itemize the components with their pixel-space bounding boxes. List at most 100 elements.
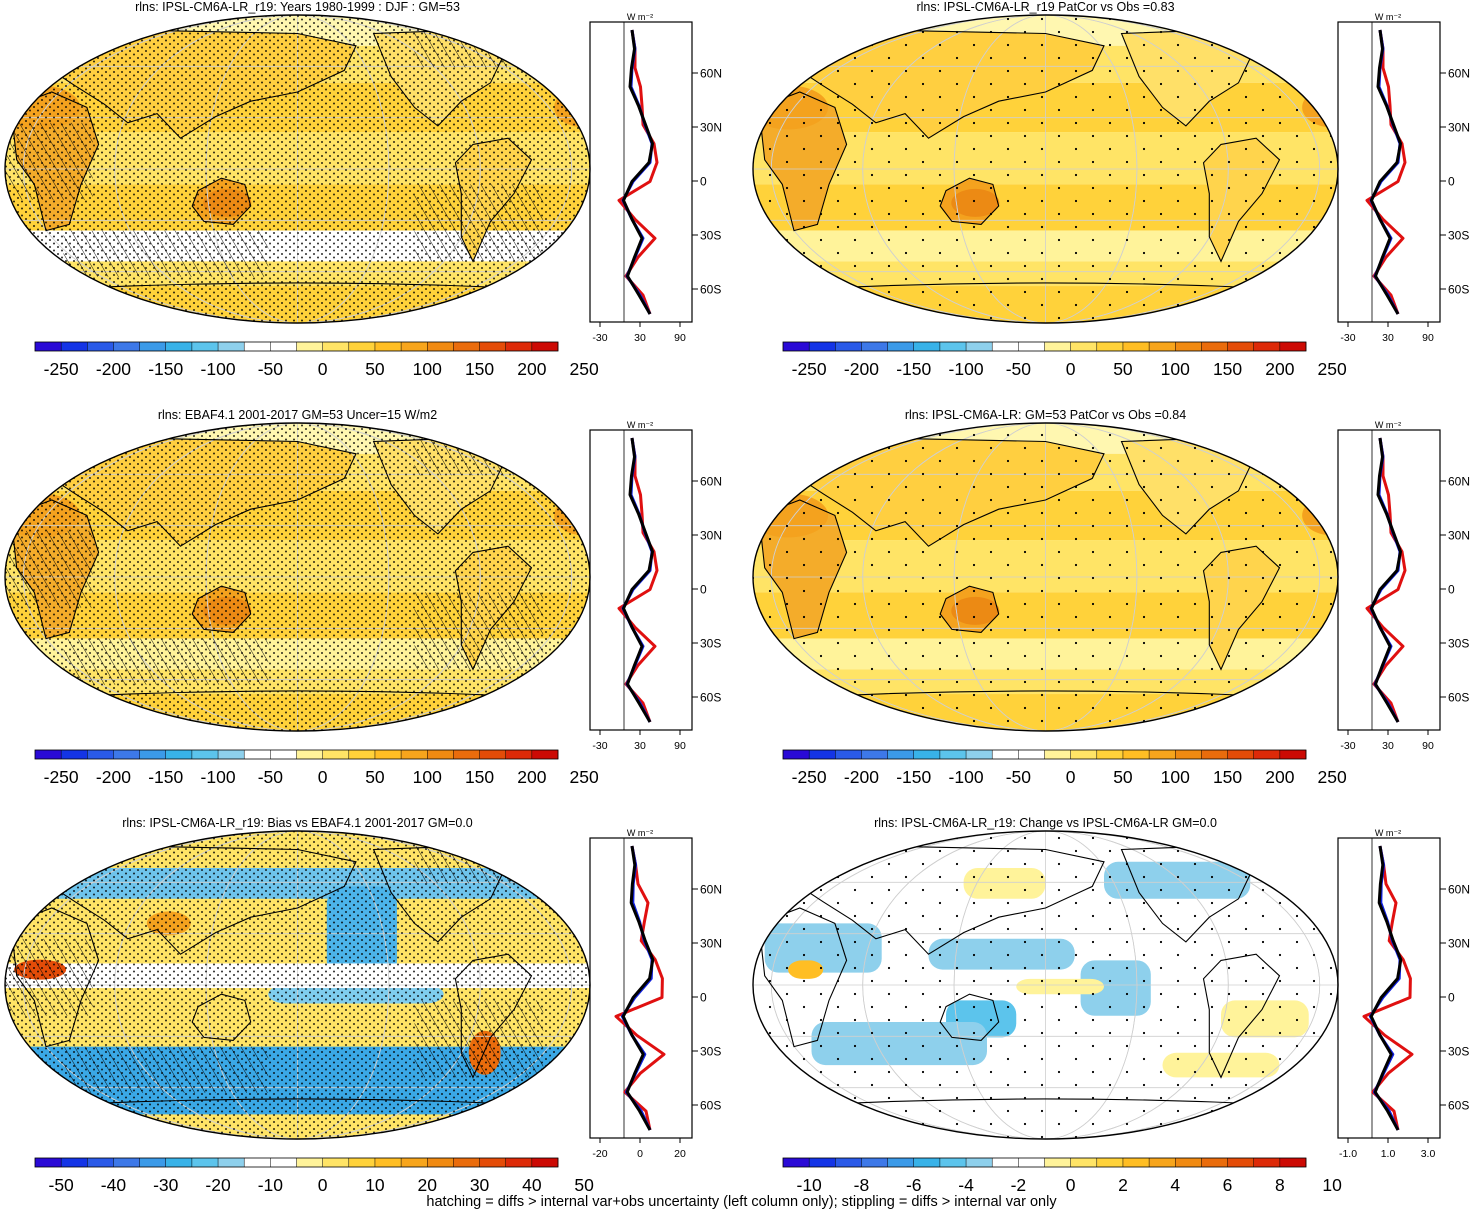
colorbar-tick-label: 50 <box>365 767 385 787</box>
colorbar-tick-label: 10 <box>365 1175 385 1195</box>
profile-tick-label: 20 <box>674 1148 686 1160</box>
colorbar-swatch <box>1122 342 1150 351</box>
profile-frame <box>1337 837 1441 1139</box>
colorbar-tick-label: -10 <box>797 1175 823 1195</box>
colorbar-swatch <box>1227 750 1254 759</box>
colorbar-swatch <box>992 1158 1019 1167</box>
colorbar-tick-label: 150 <box>1213 359 1242 379</box>
profile-tick-label: 30 <box>1382 740 1394 752</box>
colorbar-swatch <box>1070 1158 1098 1167</box>
colorbar-swatch <box>374 1158 402 1167</box>
colorbar-swatch <box>835 342 862 351</box>
colorbar-tick-label: -50 <box>258 359 284 379</box>
colorbar-swatch <box>165 1158 193 1167</box>
latitude-tick-label: 60N <box>700 475 722 489</box>
profile-unit-label: W m⁻² <box>1375 828 1401 838</box>
profile-tick-label: -20 <box>592 1148 607 1160</box>
latitude-tick-label: 0 <box>700 583 707 597</box>
colorbar-swatch <box>1253 1158 1281 1167</box>
colorbar-swatch <box>531 750 559 759</box>
colorbar-swatch <box>1201 342 1228 351</box>
colorbar-swatch <box>218 750 245 759</box>
colorbar-swatch <box>835 750 862 759</box>
profile-curve <box>621 845 655 1131</box>
colorbar-tick-label: -100 <box>949 767 984 787</box>
colorbar-tick-label: 0 <box>1066 359 1076 379</box>
colorbar-swatch <box>427 750 454 759</box>
colorbar-tick-label: 6 <box>1223 1175 1233 1195</box>
latitude-tick-label: 30N <box>700 937 722 951</box>
colorbar-tick-label: 250 <box>1318 359 1347 379</box>
latitude-tick-label: 60S <box>1448 283 1469 297</box>
colorbar-tick-label: 200 <box>1265 359 1294 379</box>
colorbar-swatch <box>1253 342 1281 351</box>
colorbar-tick-label: 50 <box>1113 359 1133 379</box>
colorbar-swatch <box>913 1158 941 1167</box>
latitude-tick-label: 60N <box>1448 475 1470 489</box>
profile-curve <box>1365 29 1407 315</box>
latitude-tick-label: 0 <box>700 991 707 1005</box>
profile-tick-label: 1.0 <box>1381 1148 1396 1160</box>
colorbar-swatch <box>783 750 810 759</box>
colorbar-tick-label: -8 <box>854 1175 870 1195</box>
colorbar-swatch <box>270 750 297 759</box>
colorbar-swatch <box>939 342 967 351</box>
colorbar-tick-label: 250 <box>570 767 599 787</box>
colorbar-swatch <box>139 342 167 351</box>
colorbar-tick-label: -10 <box>258 1175 284 1195</box>
latitude-tick-label: 0 <box>1448 583 1455 597</box>
colorbar-tick-label: 100 <box>1161 767 1190 787</box>
colorbar-tick-label: 20 <box>418 1175 438 1195</box>
colorbar-swatch <box>939 1158 967 1167</box>
colorbar-tick-label: -30 <box>153 1175 179 1195</box>
colorbar-tick-label: -150 <box>896 767 931 787</box>
colorbar-swatch <box>1175 1158 1202 1167</box>
latitude-tick-label: 30S <box>1448 229 1469 243</box>
colorbar-swatch <box>479 1158 506 1167</box>
profile-curve <box>617 29 659 315</box>
profile-tick-label: -30 <box>1340 740 1355 752</box>
map-field <box>753 423 1338 731</box>
profile-curve <box>622 437 654 723</box>
colorbar-swatch <box>992 750 1019 759</box>
colorbar-swatch <box>1227 342 1254 351</box>
latitude-tick-label: 60N <box>700 67 722 81</box>
colorbar-swatch <box>1018 750 1045 759</box>
profile-tick-label: 30 <box>1382 332 1394 344</box>
profile-unit-label: W m⁻² <box>627 828 653 838</box>
colorbar-tick-label: 200 <box>1265 767 1294 787</box>
colorbar-swatch <box>809 750 836 759</box>
colorbar-tick-label: -20 <box>205 1175 231 1195</box>
colorbar-swatch <box>505 342 533 351</box>
colorbar-swatch <box>861 342 888 351</box>
colorbar-swatch <box>1096 342 1124 351</box>
latitude-tick-label: 60N <box>1448 67 1470 81</box>
colorbar-swatch <box>453 1158 480 1167</box>
colorbar-swatch <box>191 750 219 759</box>
profile-curve <box>1370 29 1402 315</box>
profile-tick-label: 30 <box>634 740 646 752</box>
colorbar-tick-label: 200 <box>517 767 546 787</box>
colorbar-swatch <box>1149 750 1176 759</box>
colorbar-swatch <box>348 1158 376 1167</box>
colorbar-swatch <box>139 750 167 759</box>
colorbar-swatch <box>374 342 402 351</box>
colorbar-swatch <box>218 1158 245 1167</box>
colorbar-swatch <box>1044 750 1071 759</box>
colorbar-swatch <box>531 342 559 351</box>
footer-caption: hatching = diffs > internal var+obs unce… <box>426 1194 1057 1210</box>
profile-curve <box>622 29 654 315</box>
profile-tick-label: 30 <box>634 332 646 344</box>
profile-frame <box>1337 429 1441 731</box>
panel-title: rlns: IPSL-CM6A-LR_r19 PatCor vs Obs =0.… <box>916 0 1174 14</box>
panel-5: rlns: IPSL-CM6A-LR_r19: Bias vs EBAF4.1 … <box>4 816 722 1195</box>
latitude-tick-label: 60S <box>700 691 721 705</box>
profile-curve <box>1365 437 1407 723</box>
profile-tick-label: 90 <box>674 332 686 344</box>
map-field <box>753 831 1338 1139</box>
colorbar-swatch <box>992 342 1019 351</box>
latitude-tick-label: 30S <box>700 229 721 243</box>
colorbar-tick-label: -4 <box>958 1175 974 1195</box>
colorbar-swatch <box>1175 750 1202 759</box>
